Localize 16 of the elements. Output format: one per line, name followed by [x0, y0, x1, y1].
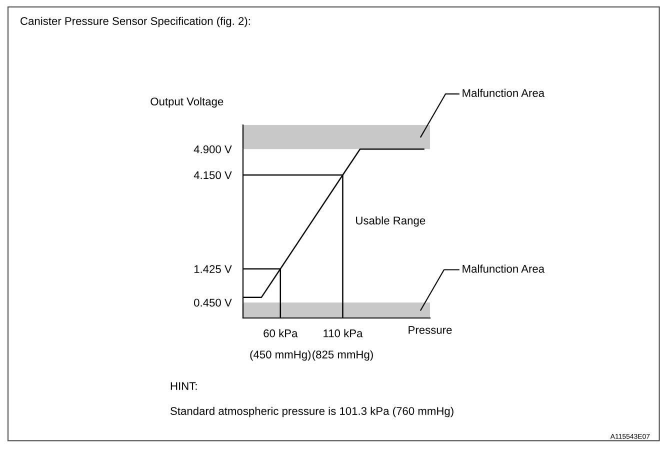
text: Canister Pressure Sensor Specification (fig. 2): [20, 16, 250, 28]
y-tick-label: 1.425 V [194, 265, 232, 274]
y-tick-label: 4.900 V [194, 145, 232, 154]
band-label: Malfunction Area [462, 264, 545, 273]
x-axis-title: Pressure [408, 326, 452, 334]
text: Standard atmospheric pressure is 101.3 kPa (760 mmHg) [170, 406, 454, 418]
y-axis-title: Output Voltage [150, 97, 224, 108]
band-label: Malfunction Area [462, 88, 545, 97]
x-tick-label: 60 kPa [264, 329, 298, 338]
annotation: (825 mmHg) [312, 350, 373, 361]
y-tick-label: 4.150 V [194, 171, 232, 180]
text: HINT: [170, 382, 197, 390]
annotation: (450 mmHg) [250, 350, 311, 361]
x-tick-label: 110 kPa [324, 329, 363, 338]
y-tick-label: 0.450 V [194, 298, 232, 307]
annotation: Usable Range [356, 216, 426, 227]
